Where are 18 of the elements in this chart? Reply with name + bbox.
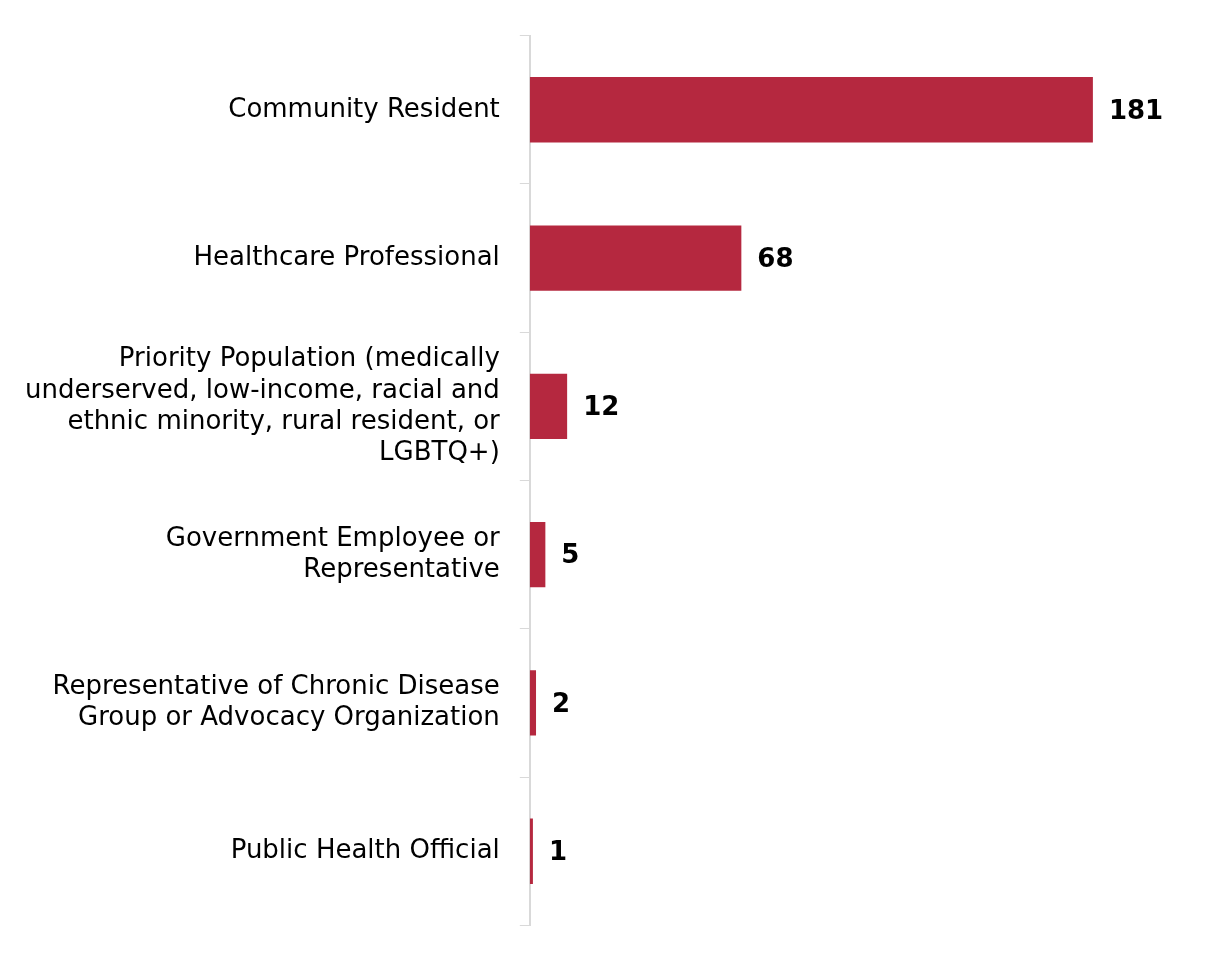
y-tick-label: Representative of Chronic Disease Group or Advocacy Organization xyxy=(52,670,500,732)
y-tick-label: Healthcare Professional xyxy=(193,240,500,271)
y-tick-label: Government Employee or Representative xyxy=(165,521,501,583)
data-label: 12 xyxy=(583,391,620,422)
bar xyxy=(529,77,1093,143)
bar xyxy=(529,670,537,736)
bar xyxy=(529,818,533,884)
bar xyxy=(529,225,742,291)
y-tick-label: Community Resident xyxy=(228,92,500,123)
data-label: 181 xyxy=(1108,94,1164,125)
data-label: 5 xyxy=(561,539,580,570)
y-tick-label: Priority Population (medically underserved, low-income, racial and ethnic minority, rural resident, or LGBTQ+) xyxy=(24,342,501,466)
bar xyxy=(529,522,546,588)
bar xyxy=(529,373,568,439)
data-label: 1 xyxy=(548,836,568,866)
y-tick-label: Public Health Official xyxy=(230,834,500,864)
data-label: 68 xyxy=(757,242,794,273)
data-label: 2 xyxy=(552,687,571,718)
